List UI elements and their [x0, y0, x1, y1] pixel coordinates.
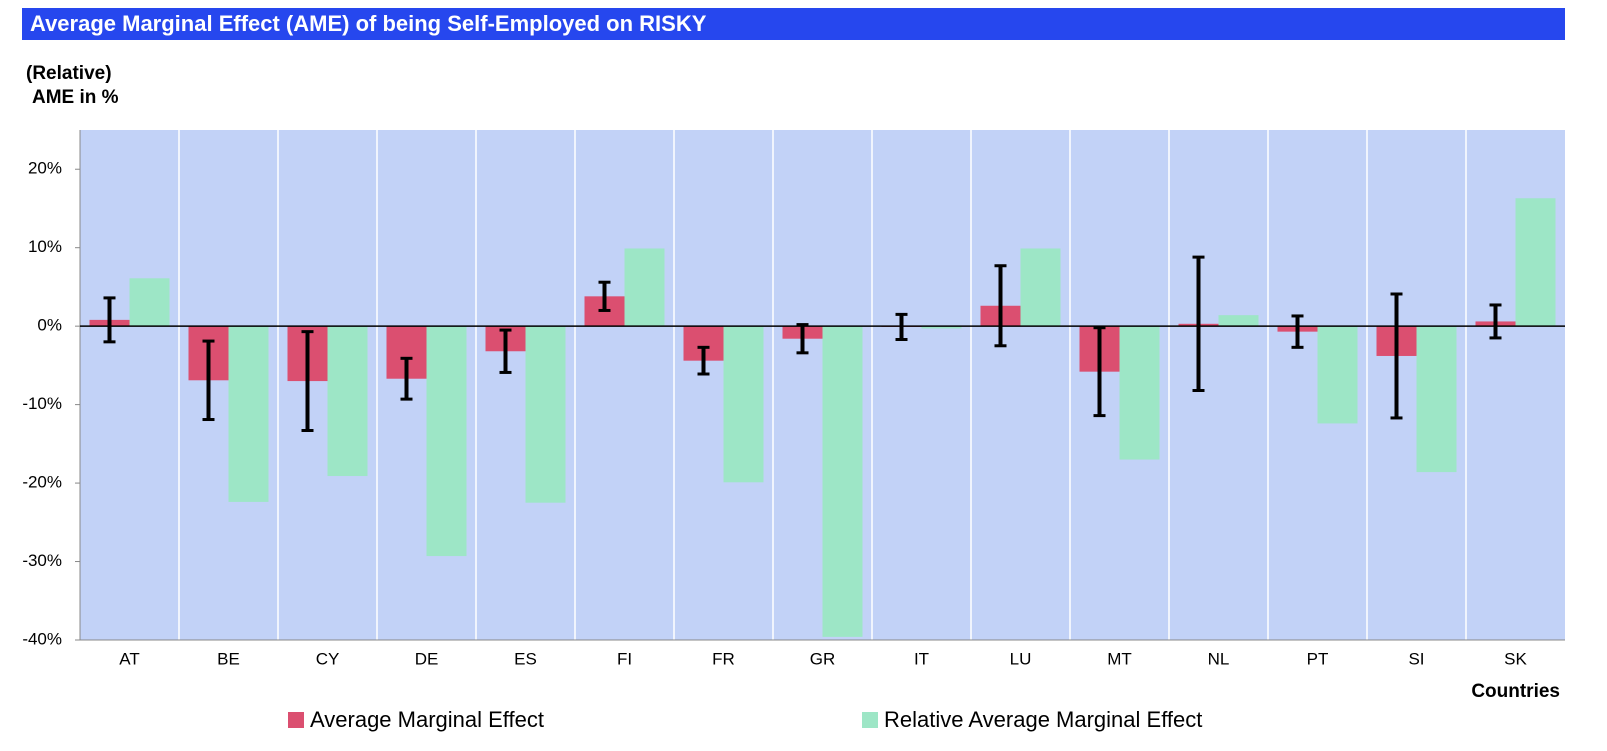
- y-axis-label: (Relative): [26, 63, 112, 84]
- bar: [1416, 326, 1457, 473]
- bar: [525, 326, 566, 503]
- error-bar: [994, 264, 1007, 348]
- y-tick-label: -20%: [22, 473, 62, 492]
- x-tick-label: SI: [1408, 649, 1424, 668]
- x-tick-label: DE: [415, 649, 439, 668]
- error-bar: [796, 323, 809, 355]
- error-bar: [103, 296, 116, 344]
- error-bar: [1291, 314, 1304, 349]
- x-axis-label: Countries: [1471, 681, 1560, 702]
- x-tick-label: FI: [617, 649, 632, 668]
- bar: [426, 326, 467, 557]
- legend-swatch: [288, 712, 304, 728]
- y-tick-label: -30%: [22, 551, 62, 570]
- x-tick-label: FR: [712, 649, 735, 668]
- x-tick-label: CY: [316, 649, 340, 668]
- legend-label: Average Marginal Effect: [310, 707, 544, 732]
- bar: [1317, 326, 1358, 424]
- y-axis-label: AME in %: [32, 87, 119, 108]
- x-tick-label: BE: [217, 649, 240, 668]
- bar: [921, 326, 962, 329]
- bar: [129, 278, 170, 327]
- bar: [1119, 326, 1160, 460]
- x-tick-label: SK: [1504, 649, 1527, 668]
- error-bar: [1192, 255, 1205, 392]
- bar: [723, 326, 764, 483]
- y-tick-label: 0%: [37, 316, 62, 335]
- error-bar: [598, 280, 611, 312]
- y-tick-label: -10%: [22, 394, 62, 413]
- x-tick-label: IT: [914, 649, 929, 668]
- bar: [327, 326, 368, 477]
- error-bar: [400, 356, 413, 401]
- y-tick-label: 10%: [28, 237, 62, 256]
- chart-title: Average Marginal Effect (AME) of being S…: [30, 11, 707, 36]
- x-tick-label: AT: [119, 649, 139, 668]
- error-bar: [1093, 326, 1106, 418]
- y-tick-label: 20%: [28, 159, 62, 178]
- bar: [1218, 315, 1259, 327]
- error-bar: [301, 330, 314, 433]
- x-tick-label: ES: [514, 649, 537, 668]
- x-tick-label: PT: [1307, 649, 1329, 668]
- y-tick-label: -40%: [22, 629, 62, 648]
- bar: [822, 326, 863, 637]
- bar: [1020, 248, 1061, 327]
- error-bar: [499, 328, 512, 374]
- error-bar: [1390, 292, 1403, 420]
- x-tick-label: LU: [1010, 649, 1032, 668]
- x-tick-label: NL: [1208, 649, 1230, 668]
- bar: [228, 326, 269, 502]
- bar: [1515, 198, 1556, 327]
- legend-swatch: [862, 712, 878, 728]
- bar: [624, 248, 665, 327]
- error-bar: [1489, 303, 1502, 340]
- title-bar: [22, 8, 1565, 40]
- error-bar: [697, 345, 710, 376]
- error-bar: [202, 339, 215, 422]
- error-bar: [895, 312, 908, 341]
- x-tick-label: GR: [810, 649, 836, 668]
- x-tick-label: MT: [1107, 649, 1132, 668]
- legend-label: Relative Average Marginal Effect: [884, 707, 1202, 732]
